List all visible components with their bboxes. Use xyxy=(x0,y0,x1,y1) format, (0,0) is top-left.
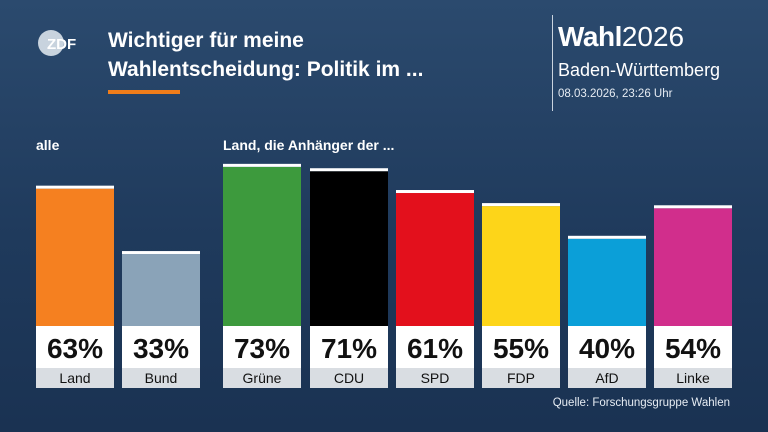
category-box xyxy=(654,368,732,388)
bar-top-line xyxy=(568,235,646,239)
source-note: Quelle: Forschungsgruppe Wahlen xyxy=(552,397,730,409)
bar-bund xyxy=(122,254,200,326)
accent-underline xyxy=(108,90,180,94)
region-label: Baden-Württemberg xyxy=(558,60,721,80)
category-box xyxy=(310,368,388,388)
chart-title: Wichtiger für meine Wahlentscheidung: Po… xyxy=(108,26,528,84)
category-label: SPD xyxy=(421,370,450,386)
category-box xyxy=(223,368,301,388)
value-box xyxy=(482,326,560,368)
value-box xyxy=(396,326,474,368)
bar-top-line xyxy=(122,251,200,255)
category-label: Bund xyxy=(145,370,178,386)
category-box xyxy=(396,368,474,388)
value-label: 63% xyxy=(47,333,103,364)
bar-grüne xyxy=(223,166,301,326)
bar-top-line xyxy=(654,205,732,209)
category-label: Land xyxy=(59,370,90,386)
bar-land xyxy=(36,188,114,326)
bar-fdp xyxy=(482,206,560,326)
value-label: 61% xyxy=(407,333,463,364)
value-label: 73% xyxy=(234,333,290,364)
value-label: 54% xyxy=(665,333,721,364)
bar-top-line xyxy=(36,185,114,189)
bar-top-line xyxy=(396,190,474,194)
category-label: AfD xyxy=(595,370,618,386)
value-box xyxy=(568,326,646,368)
brand-word: Wahl xyxy=(558,21,622,52)
value-label: 55% xyxy=(493,333,549,364)
value-box xyxy=(223,326,301,368)
bar-spd xyxy=(396,193,474,326)
bar-afd xyxy=(568,238,646,326)
election-brand: Wahl2026 xyxy=(558,20,684,54)
value-box xyxy=(36,326,114,368)
title-line-1: Wichtiger für meine xyxy=(108,29,304,52)
category-label: CDU xyxy=(334,370,364,386)
bar-top-line xyxy=(310,168,388,172)
zdf-logo: ZDF xyxy=(38,30,76,56)
value-label: 40% xyxy=(579,333,635,364)
value-box xyxy=(122,326,200,368)
category-label: Grüne xyxy=(243,370,282,386)
group-label-supporters: Land, die Anhänger der ... xyxy=(223,137,395,153)
title-line-2: Wahlentscheidung: Politik im ... xyxy=(108,58,424,81)
category-label: Linke xyxy=(676,370,710,386)
svg-text:ZDF: ZDF xyxy=(47,36,76,53)
category-box xyxy=(482,368,560,388)
value-label: 71% xyxy=(321,333,377,364)
header-divider xyxy=(552,15,553,111)
brand-year: 2026 xyxy=(621,21,685,52)
bar-linke xyxy=(654,208,732,326)
bar-top-line xyxy=(482,203,560,207)
category-box xyxy=(122,368,200,388)
group-label-all: alle xyxy=(36,137,60,153)
category-label: FDP xyxy=(507,370,535,386)
timestamp: 08.03.2026, 23:26 Uhr xyxy=(558,88,673,100)
value-box xyxy=(654,326,732,368)
category-box xyxy=(36,368,114,388)
category-box xyxy=(568,368,646,388)
bar-cdu xyxy=(310,171,388,326)
value-box xyxy=(310,326,388,368)
value-label: 33% xyxy=(133,333,189,364)
bar-top-line xyxy=(223,163,301,167)
